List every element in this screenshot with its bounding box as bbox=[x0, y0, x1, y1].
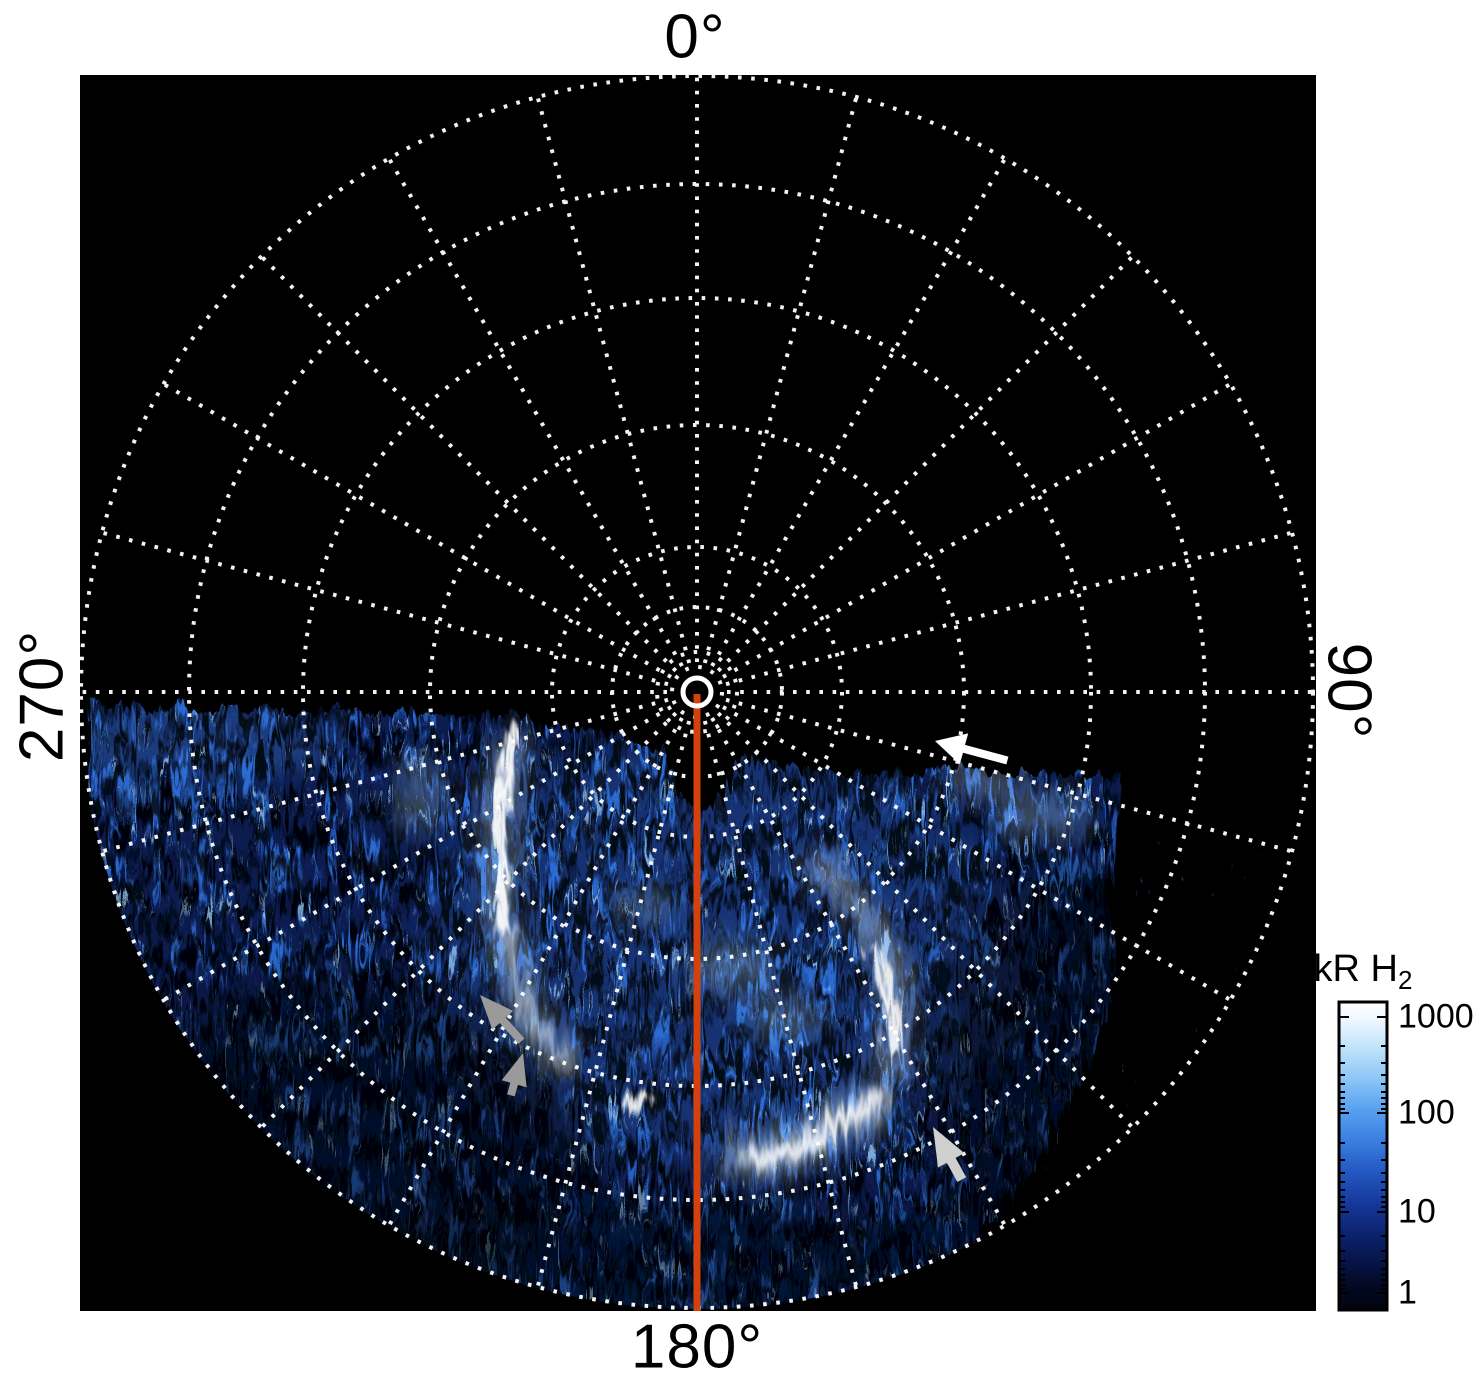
colorbar-title-subscript: 2 bbox=[1397, 965, 1413, 995]
angle-label-left: 270° bbox=[7, 629, 77, 763]
colorbar-gradient bbox=[1337, 1000, 1389, 1312]
colorbar-title-main: kR H bbox=[1313, 948, 1398, 990]
colorbar-tick-1: 1 bbox=[1398, 1273, 1417, 1312]
pole-marker-ring bbox=[680, 675, 714, 709]
white-arrow bbox=[935, 733, 1009, 765]
bright-arc-bottom bbox=[714, 1074, 888, 1174]
aurora-emission-image bbox=[80, 697, 1110, 1309]
gray-arrow-lower bbox=[501, 1053, 527, 1097]
colorbar-tick-1000: 1000 bbox=[1398, 997, 1474, 1036]
polar-plot bbox=[80, 75, 1316, 1311]
colorbar bbox=[1337, 1000, 1477, 1312]
angle-label-right: 90° bbox=[1314, 642, 1384, 740]
colorbar-title: kR H2 bbox=[1314, 948, 1413, 996]
colorbar-tick-10: 10 bbox=[1398, 1192, 1436, 1231]
colorbar-tick-100: 100 bbox=[1398, 1093, 1455, 1132]
light-gray-arrow bbox=[933, 1127, 967, 1182]
bright-arc-right bbox=[793, 843, 903, 1079]
main-arc-left bbox=[477, 722, 645, 1104]
angle-label-top: 0° bbox=[664, 2, 726, 72]
angle-label-bottom: 180° bbox=[630, 1312, 764, 1382]
colorbar-ticks bbox=[1339, 1016, 1387, 1294]
polar-grid-spokes bbox=[81, 76, 1313, 1308]
gray-arrow-upper bbox=[480, 995, 525, 1044]
